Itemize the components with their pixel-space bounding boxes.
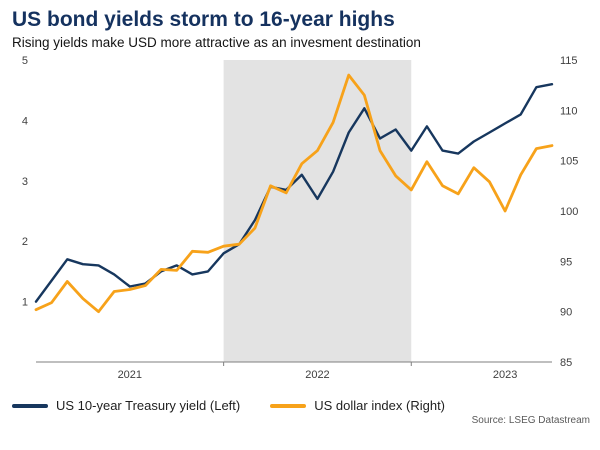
right-axis-tick-label: 105 (560, 156, 578, 168)
series-line-left (34, 83, 554, 303)
source-note: Source: LSEG Datastream (471, 415, 590, 426)
right-axis-tick-label: 85 (560, 357, 572, 369)
left-axis-tick-label: 2 (22, 236, 28, 248)
series-line-right (34, 73, 554, 314)
treasury-yield-line-swatch (12, 403, 48, 408)
x-axis-tick-label: 2022 (305, 369, 329, 381)
chart-plot: 1 2 3 4 5 85 90 95 100 105 110 115 2021 2022 2023 (22, 55, 578, 381)
chart-subtitle: Rising yields make USD more attractive a… (12, 35, 421, 50)
right-axis-tick-label: 90 (560, 307, 572, 319)
x-axis-tick-label: 2023 (493, 369, 517, 381)
highlight-band (223, 60, 412, 362)
left-axis-tick-label: 5 (22, 55, 28, 67)
right-axis-tick-label: 95 (560, 256, 572, 268)
right-axis-tick-label: 110 (560, 105, 578, 117)
right-axis-tick-label: 115 (560, 55, 578, 67)
legend-label-treasury-yield: US 10-year Treasury yield (Left) (56, 398, 241, 413)
legend-item-dollar-index: US dollar index (Right) (270, 398, 445, 413)
legend-label-dollar-index: US dollar index (Right) (314, 398, 446, 413)
left-axis-tick-label: 3 (22, 176, 28, 188)
x-axis-tick-label: 2021 (118, 369, 142, 381)
right-axis-tick-label: 100 (560, 206, 578, 218)
legend-item-treasury-yield: US 10-year Treasury yield (Left) (12, 398, 240, 413)
dollar-index-line-swatch (270, 403, 307, 408)
left-axis-tick-label: 1 (22, 297, 28, 309)
chart-title: US bond yields storm to 16-year highs (12, 8, 395, 31)
legend: US 10-year Treasury yield (Left) US doll… (12, 398, 590, 413)
left-axis-tick-label: 4 (22, 115, 28, 127)
